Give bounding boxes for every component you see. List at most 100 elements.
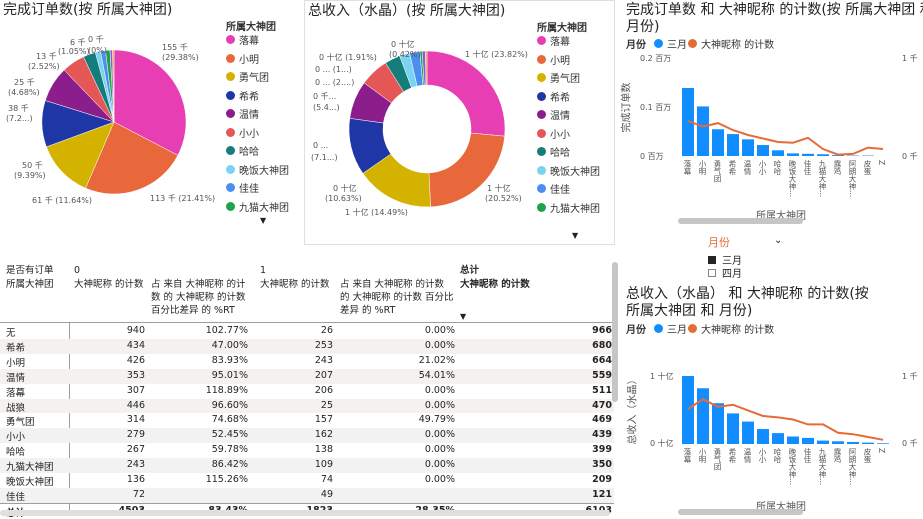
data-label: (9.39%) (14, 171, 46, 180)
horizontal-scrollbar[interactable] (678, 509, 803, 515)
column-header: 数 的 大神昵称 的计数 (151, 291, 246, 304)
chart-title: 总收入（水晶） 和 大神昵称 的计数(按 (626, 286, 869, 303)
table-cell: 九猫大神团 (6, 459, 54, 473)
legend-item[interactable]: 希希 (226, 88, 259, 103)
bar[interactable] (697, 106, 709, 156)
table-cell: 希希 (6, 340, 25, 354)
bar[interactable] (847, 442, 859, 444)
bar[interactable] (742, 139, 754, 156)
bar[interactable] (727, 413, 739, 444)
legend-item[interactable]: 哈哈 (226, 143, 259, 158)
legend-item-march[interactable]: 三月 (654, 321, 687, 336)
table-cell: 279 (127, 429, 145, 440)
data-label: (2.52%) (28, 62, 60, 71)
table-cell: 446 (127, 400, 145, 411)
data-label: 38 千 (8, 103, 29, 114)
bar[interactable] (727, 134, 739, 156)
bar[interactable] (802, 438, 814, 444)
x-axis-tick: 皮蛋 (862, 160, 873, 175)
legend-item-march[interactable]: 三月 (654, 36, 687, 51)
legend-item[interactable]: 九猫大神团 (537, 200, 600, 215)
bar[interactable] (877, 443, 889, 444)
data-label: 0 十亿 (1.91%) (319, 52, 377, 63)
legend-item[interactable]: 落幕 (226, 32, 259, 47)
legend-item[interactable]: 小小 (537, 126, 570, 141)
legend-item-count[interactable]: 大神昵称 的计数 (688, 36, 774, 51)
bar[interactable] (742, 422, 754, 444)
table-cell: 102.77% (206, 325, 248, 336)
legend-item[interactable]: 勇气团 (226, 69, 269, 84)
legend-item-count[interactable]: 大神昵称 的计数 (688, 321, 774, 336)
legend-item[interactable]: 小明 (226, 51, 259, 66)
legend-item[interactable]: 落幕 (537, 33, 570, 48)
legend-item[interactable]: 九猫大神团 (226, 199, 289, 214)
data-label: 25 千 (14, 77, 35, 88)
bar[interactable] (712, 403, 724, 444)
legend-title: 所属大神团 (226, 18, 276, 33)
table-cell: 54.01% (419, 370, 455, 381)
y-axis-tick: 0 百万 (640, 151, 664, 162)
y-axis-title: 总收入（水晶） (624, 375, 639, 445)
legend-item[interactable]: 佳佳 (537, 181, 570, 196)
bar[interactable] (772, 150, 784, 156)
bar[interactable] (757, 429, 769, 444)
bar[interactable] (757, 145, 769, 156)
slicer-item-april[interactable]: 四月 (708, 265, 742, 280)
x-axis-tick: 佳佳 (802, 160, 813, 175)
legend-item[interactable]: 哈哈 (537, 144, 570, 159)
bar[interactable] (682, 376, 694, 444)
legend-item[interactable]: 温情 (226, 106, 259, 121)
column-header-0: 0 (74, 264, 80, 277)
legend-item[interactable]: 希希 (537, 89, 570, 104)
chevron-down-icon[interactable]: ⌄ (774, 235, 782, 246)
table-cell: 26 (321, 325, 333, 336)
combo-plot[interactable] (678, 374, 918, 444)
table-cell: 157 (315, 414, 333, 425)
data-label: (10.63%) (325, 194, 362, 203)
legend-item[interactable]: 勇气团 (537, 70, 580, 85)
legend-item[interactable]: 小明 (537, 52, 570, 67)
legend-scroll-icon[interactable]: ▼ (260, 216, 266, 225)
horizontal-scrollbar[interactable] (0, 510, 610, 516)
bar[interactable] (802, 154, 814, 156)
legend-item[interactable]: 小小 (226, 125, 259, 140)
table-cell: 74 (321, 474, 333, 485)
bar[interactable] (832, 441, 844, 444)
y-axis-tick: 1 十亿 (650, 371, 674, 382)
bar[interactable] (697, 388, 709, 444)
bar[interactable] (772, 433, 784, 444)
legend-item[interactable]: 温情 (537, 107, 570, 122)
bar[interactable] (862, 443, 874, 444)
x-axis-tick: 小明 (697, 448, 708, 463)
bar[interactable] (787, 437, 799, 444)
bar[interactable] (817, 441, 829, 444)
legend-item[interactable]: 晚饭大神团 (226, 162, 289, 177)
legend-item[interactable]: 晚饭大神团 (537, 163, 600, 178)
bar[interactable] (712, 129, 724, 156)
bar[interactable] (817, 154, 829, 156)
pie-slice[interactable] (427, 51, 505, 136)
table-cell: 战狼 (6, 400, 25, 414)
legend-item[interactable]: 佳佳 (226, 180, 259, 195)
x-axis-tick: 哈哈 (772, 160, 783, 175)
sort-icon[interactable]: ▼ (460, 312, 466, 321)
vertical-scrollbar[interactable] (612, 262, 618, 402)
combo-plot[interactable] (678, 86, 918, 156)
table-cell: 118.89% (206, 385, 248, 396)
horizontal-scrollbar[interactable] (678, 218, 803, 224)
bar[interactable] (787, 153, 799, 156)
column-header: 大神昵称 的计数 (260, 278, 330, 291)
legend-scroll-icon[interactable]: ▼ (572, 231, 578, 240)
